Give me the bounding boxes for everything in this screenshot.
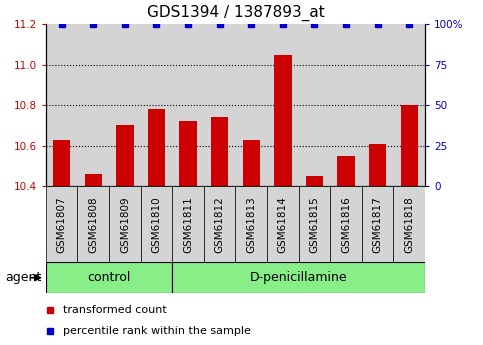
Bar xyxy=(337,156,355,186)
FancyBboxPatch shape xyxy=(330,186,362,262)
Text: control: control xyxy=(87,271,131,284)
FancyBboxPatch shape xyxy=(236,186,267,262)
Bar xyxy=(85,174,102,186)
Bar xyxy=(211,117,228,186)
Bar xyxy=(400,105,418,186)
Bar xyxy=(369,144,386,186)
Text: GSM61809: GSM61809 xyxy=(120,196,130,253)
Bar xyxy=(148,109,165,186)
FancyBboxPatch shape xyxy=(298,186,330,262)
Bar xyxy=(394,24,425,186)
Bar xyxy=(179,121,197,186)
Bar xyxy=(274,55,292,186)
Text: GSM61811: GSM61811 xyxy=(183,196,193,253)
Text: D-penicillamine: D-penicillamine xyxy=(250,271,347,284)
Bar xyxy=(109,24,141,186)
Bar xyxy=(298,24,330,186)
Text: GSM61816: GSM61816 xyxy=(341,196,351,253)
FancyBboxPatch shape xyxy=(394,186,425,262)
Text: GSM61817: GSM61817 xyxy=(373,196,383,253)
FancyBboxPatch shape xyxy=(172,186,204,262)
Bar xyxy=(77,24,109,186)
Text: transformed count: transformed count xyxy=(63,305,167,315)
Text: GSM61813: GSM61813 xyxy=(246,196,256,253)
Bar xyxy=(204,24,236,186)
Bar xyxy=(53,140,71,186)
FancyBboxPatch shape xyxy=(172,262,425,293)
FancyBboxPatch shape xyxy=(109,186,141,262)
Bar xyxy=(330,24,362,186)
FancyBboxPatch shape xyxy=(46,262,172,293)
FancyBboxPatch shape xyxy=(141,186,172,262)
FancyBboxPatch shape xyxy=(204,186,236,262)
Text: GSM61814: GSM61814 xyxy=(278,196,288,253)
Bar xyxy=(306,176,323,186)
Bar xyxy=(116,126,134,186)
Bar xyxy=(141,24,172,186)
Text: GSM61808: GSM61808 xyxy=(88,196,98,253)
Text: percentile rank within the sample: percentile rank within the sample xyxy=(63,326,251,335)
FancyBboxPatch shape xyxy=(46,186,77,262)
Bar xyxy=(172,24,204,186)
Text: GSM61807: GSM61807 xyxy=(57,196,67,253)
FancyBboxPatch shape xyxy=(362,186,394,262)
Title: GDS1394 / 1387893_at: GDS1394 / 1387893_at xyxy=(146,5,325,21)
Text: GSM61810: GSM61810 xyxy=(152,196,161,253)
Text: GSM61812: GSM61812 xyxy=(214,196,225,253)
Bar xyxy=(267,24,298,186)
Bar xyxy=(236,24,267,186)
Bar xyxy=(362,24,394,186)
Text: agent: agent xyxy=(5,271,41,284)
Bar xyxy=(46,24,77,186)
FancyBboxPatch shape xyxy=(77,186,109,262)
FancyBboxPatch shape xyxy=(267,186,298,262)
Text: GSM61815: GSM61815 xyxy=(310,196,319,253)
Bar xyxy=(242,140,260,186)
Text: GSM61818: GSM61818 xyxy=(404,196,414,253)
